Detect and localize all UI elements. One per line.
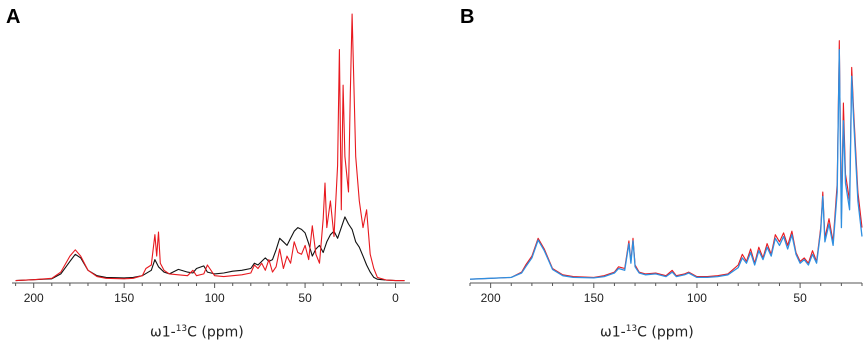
x-tick-label: 50 [793,291,807,305]
x-axis-label-b: ω1-13C (ppm) [600,324,694,341]
panel-label-b: B [460,6,475,28]
x-tick-label: 150 [114,291,134,305]
x-axis-label-suffix: C (ppm) [187,324,244,341]
x-axis-label-a: ω1-13C (ppm) [150,324,244,341]
x-axis-label-sup: 13 [625,324,638,334]
panel-label-a: A [6,6,21,28]
x-axis-label-prefix: ω1- [150,324,176,341]
panel-a: A 200 150 100 50 0 ω1-13C (ppm) [0,0,430,348]
x-axis-label-sup: 13 [175,324,188,334]
spectrum-series-1 [15,216,405,282]
x-tick-label: 150 [584,291,604,305]
x-tick-label: 200 [481,291,501,305]
panel-b: B 200 150 100 50 ω1-13C (ppm) [430,0,863,348]
x-tick-label: 100 [687,291,707,305]
spectrum-series-2 [15,13,405,282]
x-tick-label: 200 [24,291,44,305]
x-axis-label-prefix: ω1- [600,324,626,341]
x-tick-label: 100 [205,291,225,305]
spectrum-plot-a: 200 150 100 50 0 [12,13,410,305]
spectrum-plot-b: 200 150 100 50 [469,40,863,305]
x-tick-label: 0 [392,291,399,305]
spectrum-series-2 [469,48,863,280]
x-axis-label-suffix: C (ppm) [637,324,694,341]
x-tick-label: 50 [298,291,312,305]
spectrum-series-1 [469,40,863,280]
